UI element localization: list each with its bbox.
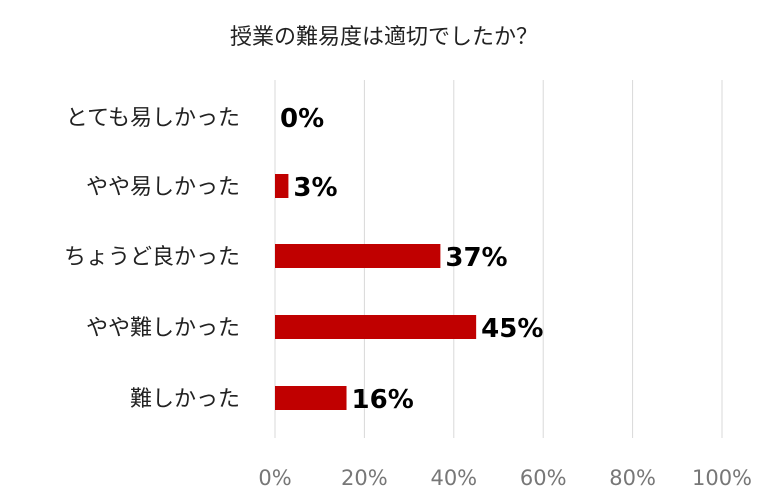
data-label: 45% xyxy=(481,314,543,344)
category-label: やや易しかった xyxy=(86,175,240,200)
data-label: 37% xyxy=(445,243,507,273)
chart-title: 授業の難易度は適切でしたか？ xyxy=(230,25,538,50)
x-tick-label: 100% xyxy=(692,466,752,490)
bar xyxy=(275,244,441,268)
x-tick-label: 80% xyxy=(609,466,656,490)
data-label: 16% xyxy=(352,385,414,415)
x-tick-label: 20% xyxy=(341,466,388,490)
bar xyxy=(275,386,347,410)
x-tick-label: 40% xyxy=(430,466,477,490)
category-label: やや難しかった xyxy=(86,316,240,341)
bar xyxy=(275,315,477,339)
category-label: とても易しかった xyxy=(66,106,240,131)
data-label: 3% xyxy=(293,173,337,203)
category-label: 難しかった xyxy=(130,387,240,412)
x-tick-label: 60% xyxy=(520,466,567,490)
bar xyxy=(275,174,289,198)
category-label: ちょうど良かった xyxy=(64,245,240,270)
data-label: 0% xyxy=(280,104,324,134)
x-tick-label: 0% xyxy=(258,466,291,490)
